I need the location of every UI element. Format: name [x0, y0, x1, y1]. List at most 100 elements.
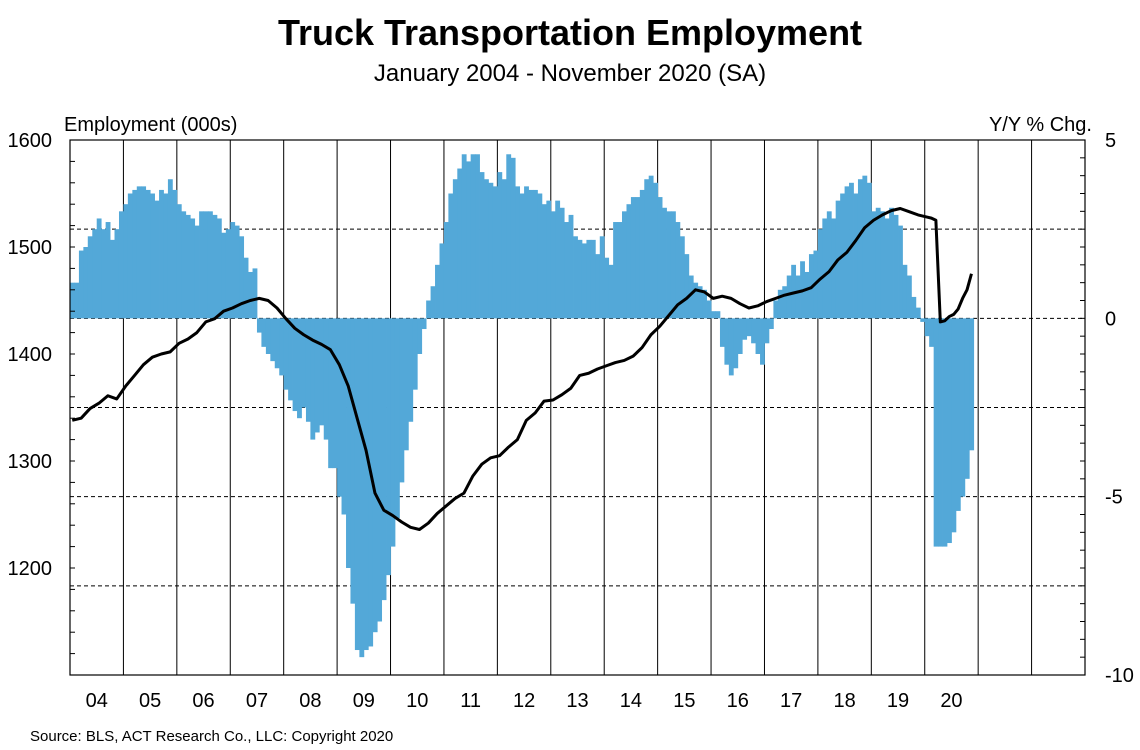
x-tick-label: 20 — [940, 690, 962, 712]
y-left-tick-label: 1400 — [8, 344, 53, 366]
bar — [528, 189, 534, 319]
bar — [261, 318, 267, 347]
bar-series — [70, 154, 975, 658]
bar — [248, 271, 253, 319]
bar — [902, 264, 908, 319]
bar — [181, 211, 187, 319]
bar — [915, 307, 921, 319]
bar — [880, 211, 886, 319]
bar — [728, 318, 734, 376]
chart-title: Truck Transportation Employment — [277, 12, 863, 53]
bar — [795, 275, 801, 319]
bar — [857, 179, 863, 319]
bar — [550, 211, 556, 319]
bar — [604, 257, 610, 319]
bar — [955, 318, 961, 511]
bar — [590, 239, 596, 319]
bar — [127, 193, 133, 319]
bar — [724, 318, 730, 365]
bar — [377, 318, 383, 622]
bar — [911, 296, 917, 319]
y-right-tick-label: 0 — [1105, 308, 1116, 330]
bar — [159, 189, 164, 319]
bar — [929, 318, 935, 347]
bar — [492, 186, 498, 319]
bar — [216, 218, 222, 319]
x-tick-label: 08 — [299, 690, 321, 712]
bar — [519, 193, 525, 319]
bar — [657, 197, 663, 319]
bar — [920, 318, 926, 322]
bar — [190, 218, 196, 319]
bar — [154, 200, 160, 319]
bar — [831, 218, 837, 319]
bar — [136, 186, 142, 319]
bar — [898, 225, 903, 319]
bar — [826, 211, 832, 319]
bar — [684, 254, 690, 319]
bar — [617, 222, 623, 319]
bar — [172, 189, 178, 319]
bar — [484, 179, 489, 319]
bar — [711, 311, 716, 319]
bar — [421, 318, 427, 330]
bar — [822, 218, 828, 319]
bar — [319, 318, 325, 426]
y-left-tick-label: 1200 — [8, 558, 53, 580]
bar — [501, 179, 507, 319]
bar — [341, 318, 347, 515]
bar — [488, 182, 494, 319]
bar — [403, 318, 409, 451]
bar — [497, 172, 503, 319]
bar — [466, 161, 472, 319]
bar — [114, 229, 120, 319]
bar — [884, 218, 890, 319]
x-tick-label: 12 — [513, 690, 535, 712]
y-right-tick-label: -5 — [1105, 487, 1123, 509]
bar — [964, 318, 970, 479]
source-note: Source: BLS, ACT Research Co., LLC: Copy… — [30, 728, 394, 745]
bar — [167, 179, 173, 319]
bar — [942, 318, 948, 547]
bar — [265, 318, 271, 354]
bar — [74, 282, 80, 319]
bar — [577, 239, 583, 319]
bar — [666, 211, 672, 319]
bar — [573, 236, 578, 319]
bar — [279, 318, 285, 376]
y-left-tick-label: 1500 — [8, 237, 53, 259]
bar — [626, 204, 632, 319]
bar — [924, 318, 930, 337]
bar — [145, 189, 151, 319]
bar — [118, 211, 124, 319]
y-left-tick-label: 1600 — [8, 130, 53, 152]
bar — [622, 211, 627, 319]
bar — [123, 204, 129, 319]
bar — [849, 182, 854, 319]
bar — [515, 186, 521, 319]
bar — [662, 207, 667, 319]
bar — [288, 318, 293, 401]
bar — [906, 275, 912, 319]
bar — [586, 239, 592, 319]
bar — [83, 247, 89, 319]
x-tick-label: 13 — [566, 690, 588, 712]
bar — [746, 318, 752, 337]
y-right-tick-label: -10 — [1105, 665, 1134, 687]
bar — [951, 318, 957, 533]
bar — [372, 318, 378, 633]
bar — [715, 311, 721, 319]
bar — [381, 318, 387, 601]
bar — [141, 186, 147, 319]
bar — [105, 222, 111, 319]
bar — [203, 211, 209, 319]
bar — [581, 243, 587, 319]
bar — [719, 318, 725, 347]
x-tick-label: 09 — [353, 690, 375, 712]
bar — [679, 236, 685, 319]
bar — [947, 318, 952, 544]
bar — [274, 318, 280, 369]
bar — [163, 193, 169, 319]
bar — [559, 207, 565, 319]
bar — [87, 236, 93, 319]
